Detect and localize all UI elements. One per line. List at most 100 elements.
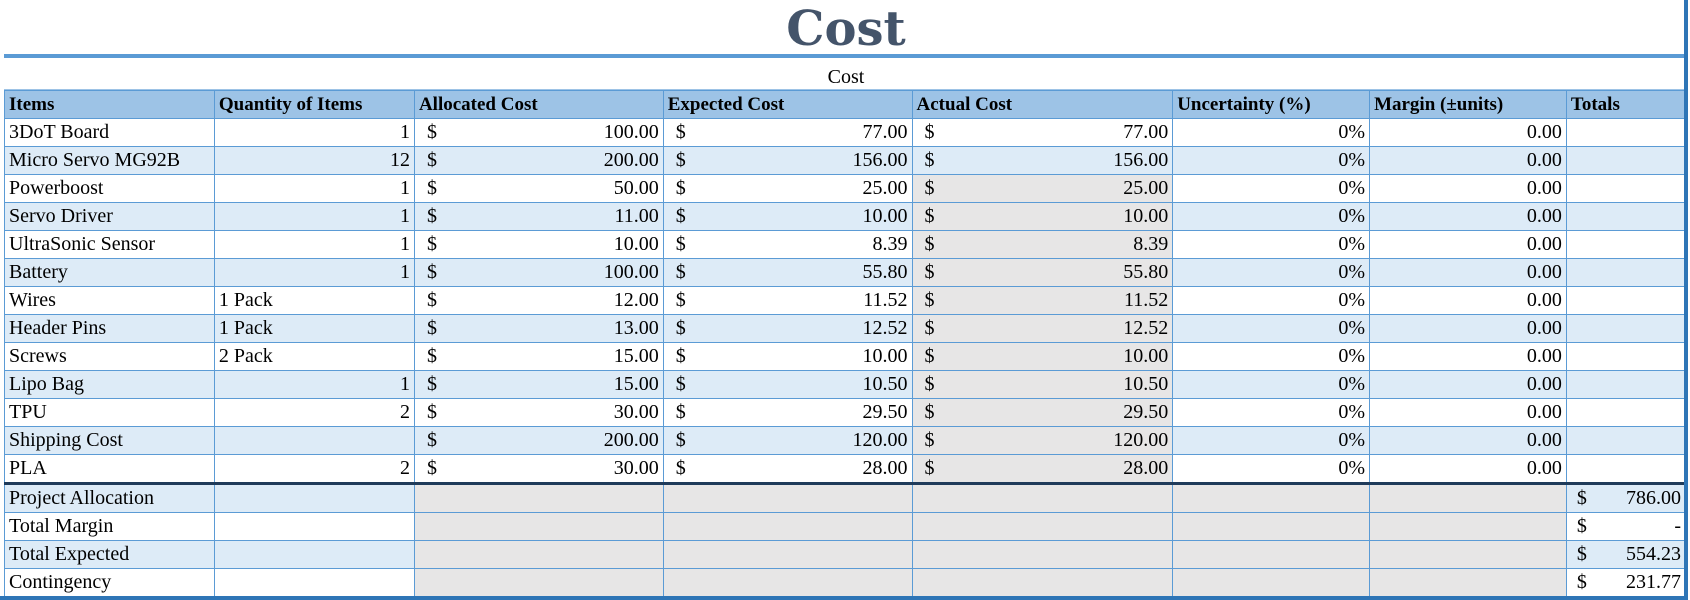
totals-cell[interactable]	[1565, 314, 1687, 343]
item-cell[interactable]: Lipo Bag	[4, 370, 215, 399]
totals-cell[interactable]	[1565, 398, 1687, 427]
expected-cost-cell[interactable]: $77.00	[662, 118, 913, 147]
actual-cost-cell[interactable]: $77.00	[911, 118, 1174, 147]
summary-label[interactable]: Project Allocation	[4, 482, 215, 513]
item-cell[interactable]: Battery	[4, 258, 215, 287]
allocated-cost-cell[interactable]: $15.00	[413, 370, 664, 399]
actual-cost-cell[interactable]: $55.80	[911, 258, 1174, 287]
allocated-cost-cell[interactable]: $15.00	[413, 342, 664, 371]
quantity-cell[interactable]: 1	[213, 370, 415, 399]
allocated-cost-cell[interactable]: $30.00	[413, 454, 664, 484]
summary-label[interactable]: Total Margin	[4, 512, 215, 541]
quantity-cell[interactable]: 2 Pack	[213, 342, 415, 371]
actual-cost-cell[interactable]: $28.00	[911, 454, 1174, 484]
quantity-cell[interactable]	[213, 426, 415, 455]
item-cell[interactable]: Screws	[4, 342, 215, 371]
uncertainty-cell[interactable]: 0%	[1172, 146, 1371, 175]
expected-cost-cell[interactable]: $25.00	[662, 174, 913, 203]
item-cell[interactable]: PLA	[4, 454, 215, 484]
item-cell[interactable]: 3DoT Board	[4, 118, 215, 147]
uncertainty-cell[interactable]: 0%	[1172, 426, 1371, 455]
uncertainty-cell[interactable]: 0%	[1172, 454, 1371, 484]
summary-total-cell[interactable]: $554.23	[1565, 540, 1687, 569]
actual-cost-cell[interactable]: $10.00	[911, 202, 1174, 231]
item-cell[interactable]: Shipping Cost	[4, 426, 215, 455]
summary-empty-cell[interactable]	[213, 482, 415, 513]
summary-gray-cell[interactable]	[662, 540, 913, 569]
allocated-cost-cell[interactable]: $200.00	[413, 146, 664, 175]
expected-cost-cell[interactable]: $28.00	[662, 454, 913, 484]
uncertainty-cell[interactable]: 0%	[1172, 286, 1371, 315]
expected-cost-cell[interactable]: $10.00	[662, 202, 913, 231]
summary-gray-cell[interactable]	[662, 568, 913, 597]
uncertainty-cell[interactable]: 0%	[1172, 370, 1371, 399]
summary-gray-cell[interactable]	[911, 482, 1174, 513]
summary-gray-cell[interactable]	[662, 482, 913, 513]
quantity-cell[interactable]: 1	[213, 258, 415, 287]
allocated-cost-cell[interactable]: $100.00	[413, 258, 664, 287]
quantity-cell[interactable]: 1 Pack	[213, 314, 415, 343]
actual-cost-cell[interactable]: $29.50	[911, 398, 1174, 427]
totals-cell[interactable]	[1565, 286, 1687, 315]
expected-cost-cell[interactable]: $120.00	[662, 426, 913, 455]
header-actual-cost[interactable]: Actual Cost	[911, 90, 1174, 119]
totals-cell[interactable]	[1565, 454, 1687, 484]
allocated-cost-cell[interactable]: $10.00	[413, 230, 664, 259]
sheet-title[interactable]: Cost	[4, 0, 1688, 58]
summary-total-cell[interactable]: $786.00	[1565, 482, 1687, 513]
item-cell[interactable]: Powerboost	[4, 174, 215, 203]
quantity-cell[interactable]: 12	[213, 146, 415, 175]
header-quantity[interactable]: Quantity of Items	[213, 90, 415, 119]
totals-cell[interactable]	[1565, 426, 1687, 455]
quantity-cell[interactable]: 1	[213, 202, 415, 231]
item-cell[interactable]: Micro Servo MG92B	[4, 146, 215, 175]
allocated-cost-cell[interactable]: $11.00	[413, 202, 664, 231]
margin-cell[interactable]: 0.00	[1369, 202, 1567, 231]
header-totals[interactable]: Totals	[1565, 90, 1687, 119]
summary-gray-cell[interactable]	[662, 512, 913, 541]
item-cell[interactable]: Wires	[4, 286, 215, 315]
totals-cell[interactable]	[1565, 230, 1687, 259]
summary-label[interactable]: Contingency	[4, 568, 215, 597]
margin-cell[interactable]: 0.00	[1369, 398, 1567, 427]
table-caption[interactable]: Cost	[4, 62, 1688, 90]
allocated-cost-cell[interactable]: $13.00	[413, 314, 664, 343]
allocated-cost-cell[interactable]: $12.00	[413, 286, 664, 315]
actual-cost-cell[interactable]: $120.00	[911, 426, 1174, 455]
allocated-cost-cell[interactable]: $100.00	[413, 118, 664, 147]
totals-cell[interactable]	[1565, 370, 1687, 399]
summary-empty-cell[interactable]	[213, 568, 415, 597]
summary-gray-cell[interactable]	[1369, 540, 1567, 569]
actual-cost-cell[interactable]: $10.00	[911, 342, 1174, 371]
summary-gray-cell[interactable]	[413, 540, 664, 569]
margin-cell[interactable]: 0.00	[1369, 230, 1567, 259]
expected-cost-cell[interactable]: $12.52	[662, 314, 913, 343]
summary-gray-cell[interactable]	[1172, 482, 1371, 513]
summary-gray-cell[interactable]	[1172, 540, 1371, 569]
totals-cell[interactable]	[1565, 146, 1687, 175]
uncertainty-cell[interactable]: 0%	[1172, 174, 1371, 203]
expected-cost-cell[interactable]: $29.50	[662, 398, 913, 427]
summary-gray-cell[interactable]	[413, 568, 664, 597]
summary-gray-cell[interactable]	[1369, 568, 1567, 597]
margin-cell[interactable]: 0.00	[1369, 342, 1567, 371]
uncertainty-cell[interactable]: 0%	[1172, 202, 1371, 231]
expected-cost-cell[interactable]: $10.00	[662, 342, 913, 371]
actual-cost-cell[interactable]: $156.00	[911, 146, 1174, 175]
uncertainty-cell[interactable]: 0%	[1172, 118, 1371, 147]
margin-cell[interactable]: 0.00	[1369, 146, 1567, 175]
uncertainty-cell[interactable]: 0%	[1172, 314, 1371, 343]
header-allocated-cost[interactable]: Allocated Cost	[413, 90, 664, 119]
summary-gray-cell[interactable]	[413, 482, 664, 513]
summary-gray-cell[interactable]	[911, 540, 1174, 569]
header-items[interactable]: Items	[4, 90, 215, 119]
margin-cell[interactable]: 0.00	[1369, 426, 1567, 455]
summary-gray-cell[interactable]	[911, 512, 1174, 541]
summary-gray-cell[interactable]	[1369, 512, 1567, 541]
allocated-cost-cell[interactable]: $30.00	[413, 398, 664, 427]
margin-cell[interactable]: 0.00	[1369, 314, 1567, 343]
expected-cost-cell[interactable]: $11.52	[662, 286, 913, 315]
summary-empty-cell[interactable]	[213, 512, 415, 541]
summary-empty-cell[interactable]	[213, 540, 415, 569]
item-cell[interactable]: Servo Driver	[4, 202, 215, 231]
